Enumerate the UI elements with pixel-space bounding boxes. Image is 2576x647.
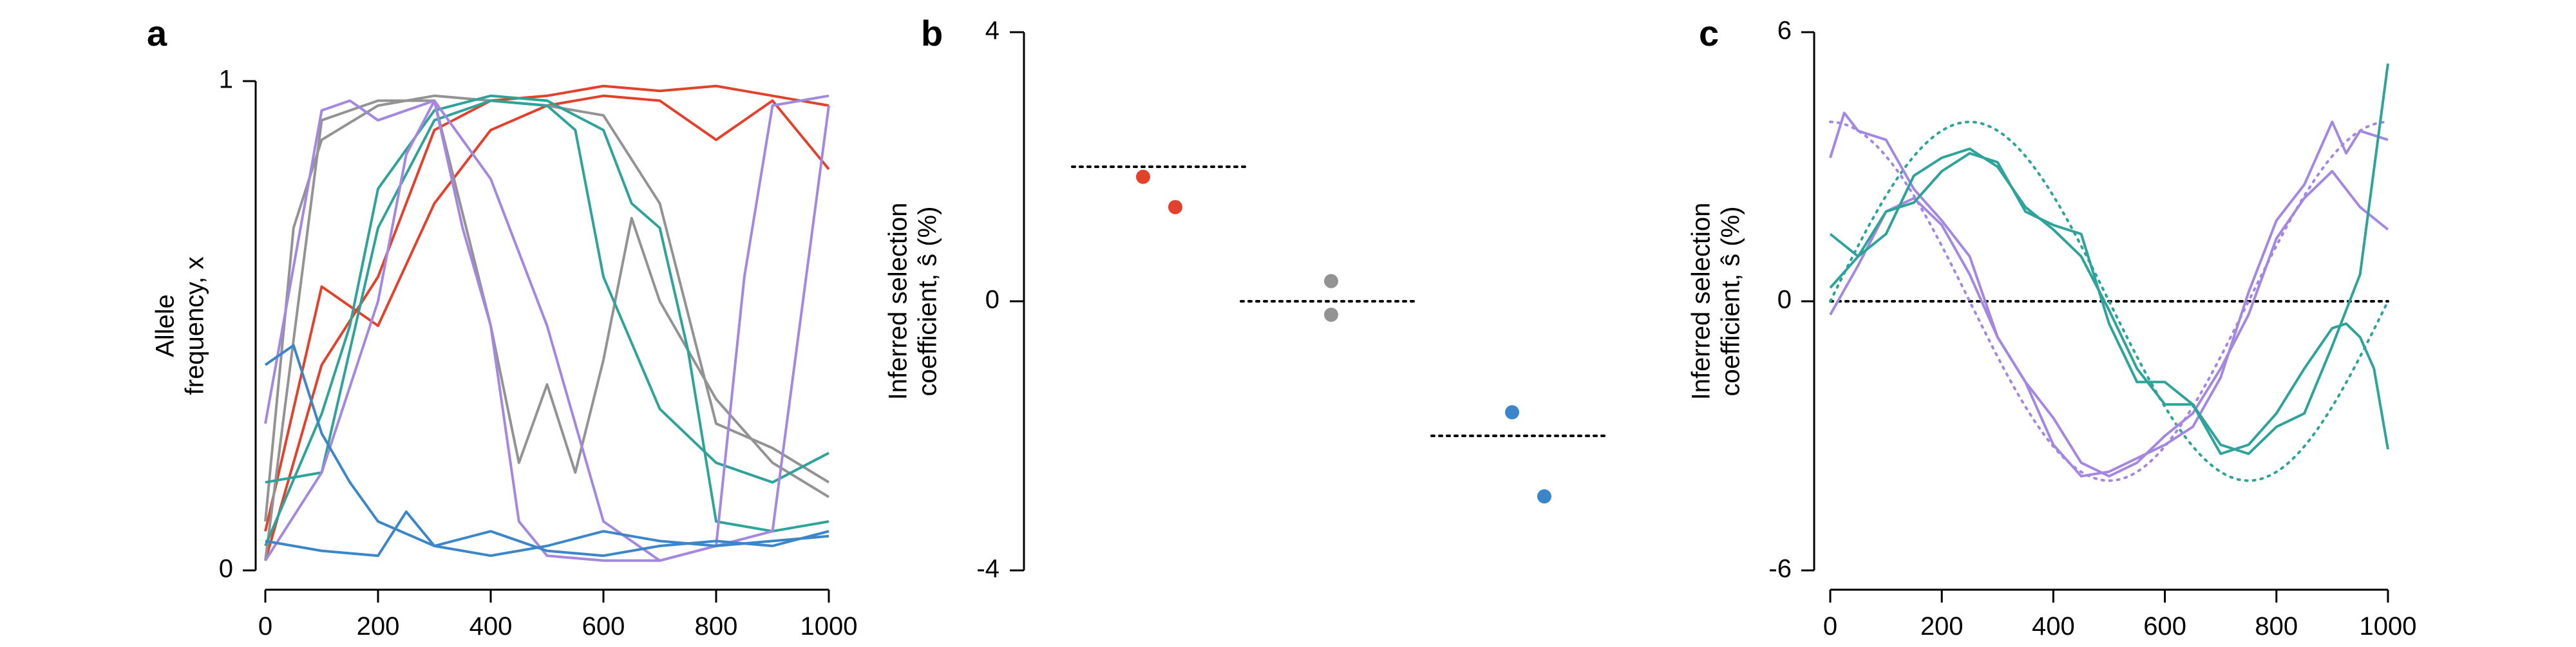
x-tick-label-a: 0 xyxy=(258,612,272,641)
panel-a: a 0 1 0 200 400 600 800 1000 Allele frequency, x xyxy=(147,13,857,641)
y-tick-label-c: 0 xyxy=(1777,286,1792,314)
x-tick-label-c: 1000 xyxy=(2360,612,2417,641)
true-curve-c-teal xyxy=(1829,120,2389,482)
y-tick-label-a: 0 xyxy=(219,555,233,583)
y-axis-title-a: Allele frequency, x xyxy=(151,257,209,395)
panel-label-c: c xyxy=(1699,13,1719,53)
series-line-c-purple-0 xyxy=(1829,111,2389,478)
scatter-point-b-blue xyxy=(1537,489,1551,504)
x-tick-label-c: 600 xyxy=(2143,612,2186,641)
y-axis-title-line-b: coefficient, ŝ (%) xyxy=(914,207,942,397)
true-curve-c-purple xyxy=(1829,120,2389,482)
y-tick-label-a: 1 xyxy=(219,66,233,94)
panel-b: b -4 0 4 Inferred selection coefficient, ŝ (%… xyxy=(884,13,1607,583)
y-tick-label-b: -4 xyxy=(976,555,999,583)
x-tick-label-a: 1000 xyxy=(800,612,858,641)
x-tick-label-a: 600 xyxy=(582,612,625,641)
panel-label-a: a xyxy=(147,13,167,53)
series-line-c-teal-3 xyxy=(1829,147,2389,455)
y-axis-title-line-c: Inferred selection xyxy=(1687,203,1716,400)
y-axis-title-line-a: Allele xyxy=(151,294,180,357)
y-axis-title-line-c: coefficient, ŝ (%) xyxy=(1717,207,1745,397)
scatter-point-b-gray xyxy=(1324,274,1338,288)
y-axis-title-line-a: frequency, x xyxy=(181,257,209,395)
y-tick-label-c: 6 xyxy=(1777,17,1792,45)
y-axis-title-c: Inferred selection coefficient, ŝ (%) xyxy=(1687,203,1745,400)
scatter-point-b-red xyxy=(1136,169,1150,184)
series-line-a-gray-2 xyxy=(264,99,830,561)
panel-c: c -6 0 6 0 200 400 600 800 1000 Inferred selection… xyxy=(1687,13,2417,641)
scatter-point-b-gray xyxy=(1324,307,1338,322)
x-tick-label-c: 800 xyxy=(2255,612,2298,641)
series-line-a-blue-8 xyxy=(264,344,829,558)
x-tick-label-c: 0 xyxy=(1823,612,1837,641)
x-tick-label-c: 400 xyxy=(2032,612,2075,641)
y-tick-label-b: 0 xyxy=(985,286,999,314)
series-line-a-purple-6 xyxy=(264,99,830,562)
y-tick-label-c: -6 xyxy=(1768,555,1792,583)
x-tick-label-a: 400 xyxy=(469,612,513,641)
y-axis-title-line-b: Inferred selection xyxy=(884,203,913,400)
y-tick-label-b: 4 xyxy=(985,17,999,45)
x-tick-label-a: 200 xyxy=(357,612,400,641)
panel-label-b: b xyxy=(921,13,943,53)
series-line-a-purple-7 xyxy=(264,94,829,562)
series-line-a-blue-9 xyxy=(265,510,829,558)
series-line-a-teal-5 xyxy=(264,94,829,547)
y-axis-title-b: Inferred selection coefficient, ŝ (%) xyxy=(884,203,942,400)
x-tick-label-c: 200 xyxy=(1920,612,1964,641)
series-line-a-red-0 xyxy=(264,94,830,532)
scatter-point-b-red xyxy=(1168,200,1182,214)
series-line-c-teal-2 xyxy=(1829,63,2389,455)
x-tick-label-a: 800 xyxy=(695,612,738,641)
series-line-a-teal-4 xyxy=(265,99,829,484)
series-line-c-purple-1 xyxy=(1829,170,2389,478)
series-line-a-gray-3 xyxy=(264,94,830,522)
scatter-point-b-blue xyxy=(1505,405,1519,420)
